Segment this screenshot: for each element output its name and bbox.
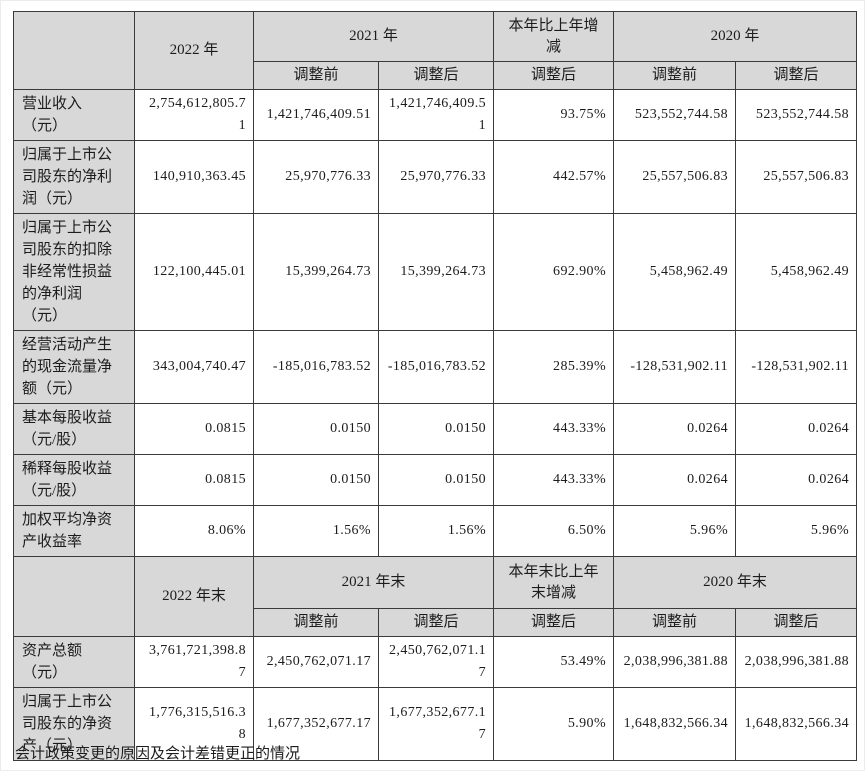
table-row: 2022 年 2021 年 本年比上年增减 2020 年 — [13, 11, 858, 90]
cell-value: 523,552,744.58 — [613, 89, 737, 141]
cell-value: 15,399,264.73 — [377, 213, 495, 331]
cell-value: 0.0150 — [377, 454, 495, 506]
table-row: 归属于上市公 司股东的净利 润（元） 140,910,363.45 25,970… — [13, 140, 858, 214]
table-row: 归属于上市公 司股东的扣除 非经常性损益 的净利润 （元） 122,100,44… — [13, 213, 858, 331]
cell-value: 0.0150 — [253, 454, 379, 506]
cell-value: 5.96% — [735, 505, 858, 557]
cell-value: 443.33% — [493, 403, 615, 455]
subheader-after-2020: 调整后 — [735, 61, 858, 90]
row-label: 归属于上市公 司股东的净利 润（元） — [13, 140, 135, 214]
cell-value: 1,421,746,409.51 — [253, 89, 379, 141]
row-label: 营业收入 （元） — [13, 89, 135, 141]
header-2022-eoy: 2022 年末 — [134, 556, 254, 637]
cell-value: 5.90% — [493, 687, 615, 761]
subheader-after-2020-eoy: 调整后 — [735, 608, 858, 637]
table-row: 归属于上市公 司股东的净资 产（元） 1,776,315,516.38 1,67… — [13, 687, 858, 761]
cell-value: -185,016,783.52 — [377, 330, 495, 404]
cell-value: 15,399,264.73 — [253, 213, 379, 331]
cell-value: 0.0264 — [735, 403, 858, 455]
corner-cell-blank — [13, 556, 135, 637]
header-change-eoy: 本年末比上年 末增减 — [493, 556, 615, 609]
cell-value: 0.0815 — [134, 403, 254, 455]
cell-value: 2,450,762,071.17 — [253, 636, 379, 688]
cell-value: 25,557,506.83 — [735, 140, 858, 214]
cell-value: 122,100,445.01 — [134, 213, 254, 331]
subheader-before-2021-eoy: 调整前 — [253, 608, 379, 637]
subheader-before-2020: 调整前 — [613, 61, 737, 90]
corner-cell-blank — [13, 11, 135, 90]
table-row: 调整前 调整后 调整后 调整前 调整后 — [14, 61, 858, 90]
cell-value: 2,754,612,805.71 — [134, 89, 254, 141]
cell-value: 1,677,352,677.17 — [377, 687, 495, 761]
table-row: 经营活动产生 的现金流量净 额（元） 343,004,740.47 -185,0… — [13, 330, 858, 404]
cell-value: 2,038,996,381.88 — [613, 636, 737, 688]
cell-value: 442.57% — [493, 140, 615, 214]
financial-summary-table: 2022 年 2021 年 本年比上年增减 2020 年 调整前 调整后 调整后… — [13, 11, 858, 761]
table-row: 资产总额 （元） 3,761,721,398.87 2,450,762,071.… — [13, 636, 858, 688]
cell-value: 0.0815 — [134, 454, 254, 506]
table-row: 基本每股收益 （元/股） 0.0815 0.0150 0.0150 443.33… — [13, 403, 858, 455]
cell-value: 93.75% — [493, 89, 615, 141]
cell-value: 285.39% — [493, 330, 615, 404]
cell-value: -128,531,902.11 — [735, 330, 858, 404]
cell-value: 1.56% — [377, 505, 495, 557]
cell-value: 5.96% — [613, 505, 737, 557]
cell-value: 25,557,506.83 — [613, 140, 737, 214]
header-2021: 2021 年 — [252, 11, 495, 62]
header-2021-eoy: 2021 年末 — [252, 556, 495, 609]
cell-value: 0.0264 — [613, 454, 737, 506]
cell-value: 25,970,776.33 — [377, 140, 495, 214]
cell-value: 2,038,996,381.88 — [735, 636, 858, 688]
table-row: 营业收入 （元） 2,754,612,805.71 1,421,746,409.… — [13, 89, 858, 141]
cell-value: 343,004,740.47 — [134, 330, 254, 404]
cell-value: 1,421,746,409.51 — [377, 89, 495, 141]
cell-value: 443.33% — [493, 454, 615, 506]
cell-value: 0.0150 — [253, 403, 379, 455]
row-label: 资产总额 （元） — [13, 636, 135, 688]
row-label: 归属于上市公 司股东的净资 产（元） — [13, 687, 135, 761]
header-2020-eoy: 2020 年末 — [613, 556, 858, 609]
cell-value: 5,458,962.49 — [735, 213, 858, 331]
cell-value: 2,450,762,071.17 — [377, 636, 495, 688]
cell-value: 6.50% — [493, 505, 615, 557]
cell-value: 1,677,352,677.17 — [253, 687, 379, 761]
row-label: 经营活动产生 的现金流量净 额（元） — [13, 330, 135, 404]
cell-value: 1,648,832,566.34 — [735, 687, 858, 761]
footer-note: 会计政策变更的原因及会计差错更正的情况 — [15, 746, 301, 762]
cell-value: -128,531,902.11 — [613, 330, 737, 404]
header-change-yoy: 本年比上年增减 — [493, 11, 615, 62]
cell-value: 692.90% — [493, 213, 615, 331]
cell-value: 25,970,776.33 — [253, 140, 379, 214]
header-2020: 2020 年 — [613, 11, 858, 62]
table-row: 加权平均净资 产收益率 8.06% 1.56% 1.56% 6.50% 5.96… — [13, 505, 858, 557]
table-row: 调整前 调整后 调整后 调整前 调整后 — [14, 608, 858, 637]
subheader-after-2021-eoy: 调整后 — [377, 608, 495, 637]
subheader-change-after-eoy: 调整后 — [493, 608, 615, 637]
cell-value: 0.0264 — [735, 454, 858, 506]
cell-value: 0.0264 — [613, 403, 737, 455]
table-row: 稀释每股收益 （元/股） 0.0815 0.0150 0.0150 443.33… — [13, 454, 858, 506]
cell-value: 523,552,744.58 — [735, 89, 858, 141]
cell-value: 5,458,962.49 — [613, 213, 737, 331]
cell-value: 1,776,315,516.38 — [134, 687, 254, 761]
cell-value: 1.56% — [253, 505, 379, 557]
row-label: 稀释每股收益 （元/股） — [13, 454, 135, 506]
row-label: 加权平均净资 产收益率 — [13, 505, 135, 557]
cell-value: 3,761,721,398.87 — [134, 636, 254, 688]
subheader-after-2021: 调整后 — [377, 61, 495, 90]
cell-value: 0.0150 — [377, 403, 495, 455]
header-2022: 2022 年 — [134, 11, 254, 90]
cell-value: 1,648,832,566.34 — [613, 687, 737, 761]
table-row: 2022 年末 2021 年末 本年末比上年 末增减 2020 年末 — [13, 556, 858, 637]
cell-value: 8.06% — [134, 505, 254, 557]
cell-value: 140,910,363.45 — [134, 140, 254, 214]
cell-value: -185,016,783.52 — [253, 330, 379, 404]
subheader-before-2020-eoy: 调整前 — [613, 608, 737, 637]
row-label: 基本每股收益 （元/股） — [13, 403, 135, 455]
cell-value: 53.49% — [493, 636, 615, 688]
subheader-change-after: 调整后 — [493, 61, 615, 90]
subheader-before-2021: 调整前 — [253, 61, 379, 90]
row-label: 归属于上市公 司股东的扣除 非经常性损益 的净利润 （元） — [13, 213, 135, 331]
